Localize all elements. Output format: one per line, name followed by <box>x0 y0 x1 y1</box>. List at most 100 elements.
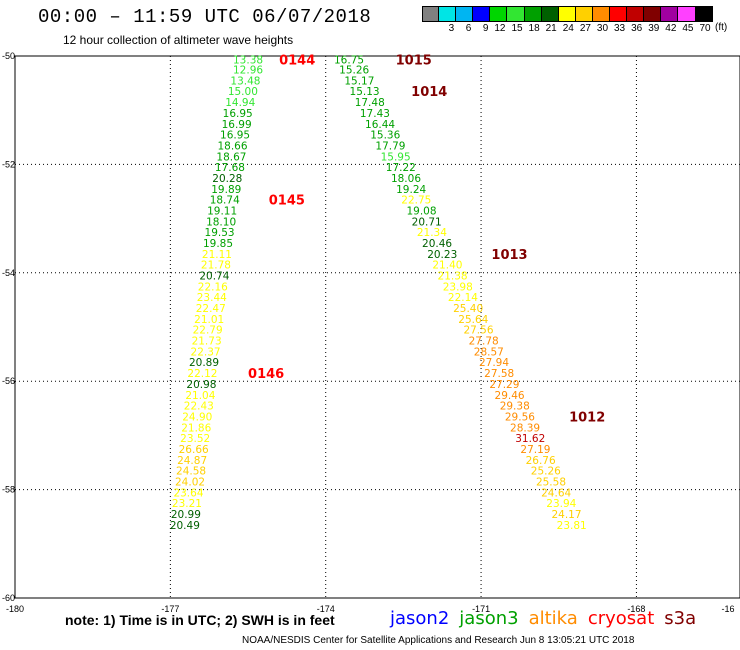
wave-height-label: 22.75 <box>401 195 431 207</box>
wave-height-label: 21.01 <box>194 314 224 326</box>
wave-height-label: 17.48 <box>355 97 385 109</box>
color-scale-cell: 30 <box>592 6 611 34</box>
color-scale-label: 42 <box>665 23 677 34</box>
wave-height-label: 17.68 <box>215 162 245 174</box>
wave-height-label: 15.13 <box>350 86 380 98</box>
wave-height-label: 22.16 <box>198 281 228 293</box>
footer-credit: NOAA/NESDIS Center for Satellite Applica… <box>242 635 635 646</box>
wave-height-label: 27.58 <box>484 368 514 380</box>
wave-height-label: 21.11 <box>202 249 232 261</box>
wave-height-label: 25.26 <box>531 466 561 478</box>
plot-frame <box>14 55 740 599</box>
wave-height-label: 13.48 <box>230 75 260 87</box>
pass-time-label: 1014 <box>411 85 447 100</box>
wave-height-label: 20.89 <box>189 357 219 369</box>
legend-entry-s3a: s3a <box>664 608 697 629</box>
pass-time-label: 1013 <box>491 248 527 263</box>
color-scale-cell: 12 <box>490 6 508 34</box>
wave-height-label: 21.73 <box>192 336 222 348</box>
wave-height-label: 17.43 <box>360 108 390 120</box>
color-scale-label: 18 <box>528 23 540 34</box>
wave-height-label: 25.58 <box>536 476 566 488</box>
wave-height-label: 19.11 <box>207 205 237 217</box>
wave-height-label: 16.95 <box>223 108 253 120</box>
wave-height-label: 18.66 <box>217 140 247 152</box>
wave-height-label: 22.12 <box>187 368 217 380</box>
wave-height-label: 19.24 <box>396 184 426 196</box>
wave-height-label: 22.43 <box>184 401 214 413</box>
wave-height-label: 23.52 <box>180 433 210 445</box>
y-tick-label: -50 <box>2 51 15 61</box>
legend-entry-jason2: jason2 <box>390 608 450 629</box>
color-scale-label: 45 <box>682 23 694 34</box>
wave-height-label: 27.56 <box>463 325 493 337</box>
color-scale-label: 36 <box>631 23 643 34</box>
color-swatch <box>575 6 593 22</box>
x-tick-label: -16 <box>721 604 734 614</box>
color-scale-label: 70 <box>699 23 711 34</box>
x-tick-label: -180 <box>6 604 24 614</box>
color-scale-bar: 3 6 9 12 15 18 21 24 27 30 33 36 39 42 45 70 <box>422 6 713 34</box>
wave-height-label: 18.10 <box>206 216 236 228</box>
wave-height-label: 18.67 <box>216 151 246 163</box>
wave-height-label: 23.98 <box>443 281 473 293</box>
wave-height-label: 20.49 <box>170 520 200 532</box>
wave-height-label: 21.34 <box>417 227 447 239</box>
color-scale-cell: 36 <box>627 6 645 34</box>
color-swatch <box>644 6 662 22</box>
color-scale-cell: 3 <box>439 6 457 34</box>
wave-height-label: 15.00 <box>228 86 258 98</box>
wave-height-label: 20.23 <box>427 249 457 261</box>
wave-height-label: 20.98 <box>186 379 216 391</box>
color-swatch <box>490 6 508 22</box>
color-scale-label: 12 <box>494 23 506 34</box>
wave-height-label: 20.99 <box>171 509 201 521</box>
wave-height-label: 28.57 <box>474 346 504 358</box>
wave-height-label: 23.81 <box>557 520 587 532</box>
wave-height-label: 19.89 <box>211 184 241 196</box>
color-scale-label: 27 <box>579 23 591 34</box>
wave-height-label: 20.46 <box>422 238 452 250</box>
color-swatch <box>507 6 525 22</box>
wave-height-label: 29.56 <box>505 411 535 423</box>
color-scale-unit: (ft) <box>715 22 728 33</box>
wave-height-label: 17.79 <box>375 140 405 152</box>
wave-height-label: 29.46 <box>495 390 525 402</box>
wave-height-label: 28.39 <box>510 422 540 434</box>
color-scale-cell: 39 <box>644 6 662 34</box>
wave-height-label: 15.36 <box>370 130 400 142</box>
wave-height-label: 15.26 <box>339 65 369 77</box>
color-scale-cell: 6 <box>456 6 474 34</box>
pass-time-label: 0145 <box>269 194 305 209</box>
wave-height-label: 15.17 <box>344 75 374 87</box>
y-tick-label: -60 <box>2 593 15 603</box>
legend-entry-jason3: jason3 <box>459 608 519 629</box>
wave-height-label: 23.64 <box>173 487 203 499</box>
wave-height-label: 19.08 <box>406 205 436 217</box>
wave-height-label: 24.90 <box>182 411 212 423</box>
wave-height-label: 14.94 <box>225 97 255 109</box>
pass-time-label: 0146 <box>248 367 284 382</box>
wave-height-label: 22.79 <box>193 325 223 337</box>
pass-time-label: 1012 <box>569 410 605 425</box>
wave-height-label: 26.76 <box>526 455 556 467</box>
x-tick-label: -171 <box>472 604 490 614</box>
wave-height-label: 31.62 <box>515 433 545 445</box>
wave-height-label: 18.06 <box>391 173 421 185</box>
wave-height-label: 13.38 <box>233 54 263 66</box>
color-scale-cell: 70 <box>695 6 713 34</box>
color-scale-label: 21 <box>545 23 557 34</box>
color-scale-label: 6 <box>465 23 472 34</box>
wave-height-label: 21.38 <box>438 271 468 283</box>
color-swatch <box>610 6 628 22</box>
wave-height-label: 18.74 <box>210 195 240 207</box>
wave-height-label: 20.74 <box>199 271 229 283</box>
color-scale-cell: 21 <box>541 6 559 34</box>
chart-subtitle: 12 hour collection of altimeter wave hei… <box>63 33 294 47</box>
wave-height-label: 19.85 <box>203 238 233 250</box>
satellite-legend: jason2 jason3 altika cryosat s3a <box>390 608 696 629</box>
wave-height-label: 27.19 <box>520 444 550 456</box>
color-scale-label: 24 <box>562 23 574 34</box>
color-scale-label: 9 <box>482 23 489 34</box>
color-swatch <box>456 6 474 22</box>
